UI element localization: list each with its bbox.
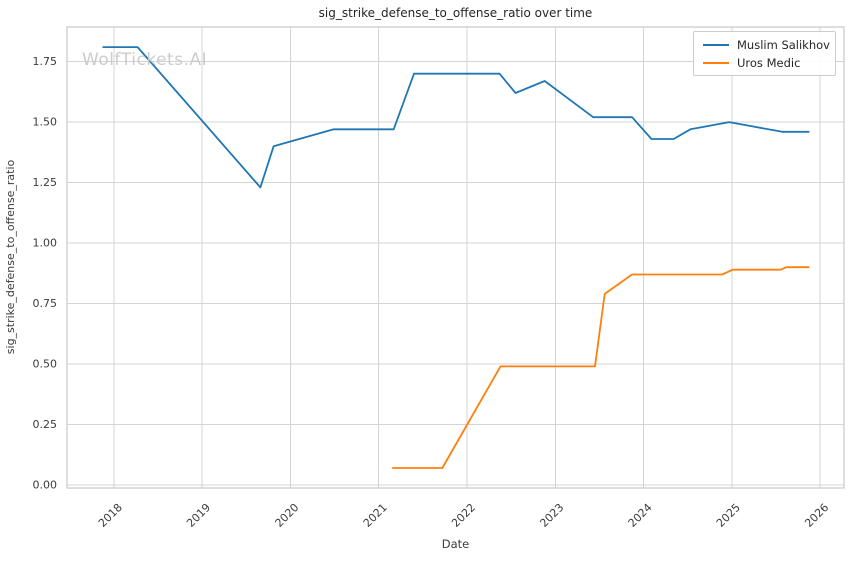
x-tick-label: 2020: [273, 501, 302, 530]
x-tick-label: 2025: [714, 501, 743, 530]
x-tick-label: 2021: [361, 501, 390, 530]
legend-line-swatch: [703, 43, 729, 46]
y-tick-label: 1.25: [33, 176, 58, 189]
x-axis-label: Date: [441, 537, 470, 551]
legend: Muslim Salikhov Uros Medic: [693, 31, 836, 76]
series-layer: [102, 46, 810, 469]
x-tick-label: 2018: [96, 501, 125, 530]
y-tick-label: 0.50: [33, 358, 58, 371]
y-tick-label: 1.75: [33, 55, 58, 68]
x-tick-label: 2023: [537, 501, 566, 530]
legend-item: Muslim Salikhov: [703, 37, 830, 52]
x-tick-label: 2019: [184, 501, 213, 530]
legend-line-swatch: [703, 61, 729, 64]
legend-label: Uros Medic: [737, 55, 801, 70]
x-tick-label: 2022: [449, 501, 478, 530]
y-tick-label: 0.25: [33, 418, 58, 431]
x-tick-label: 2024: [626, 501, 655, 530]
chart-title: sig_strike_defense_to_offense_ratio over…: [318, 6, 593, 20]
y-tick-label: 0.00: [33, 478, 58, 491]
plot-border: [66, 26, 845, 489]
y-tick-label: 1.00: [33, 237, 58, 250]
legend-item: Uros Medic: [703, 55, 826, 70]
y-tick-label: 1.50: [33, 116, 58, 129]
series-line-uros-medic: [391, 266, 810, 469]
legend-label: Muslim Salikhov: [737, 37, 830, 52]
y-tick-label: 0.75: [33, 297, 58, 310]
series-line-muslim-salikhov: [102, 46, 810, 189]
tick-labels-layer: 0.00 0.25 0.50 0.75 1.00 1.25 1.50 1.75 2018 2019…: [33, 55, 832, 530]
x-tick-label: 2026: [802, 501, 831, 530]
grid-layer: [67, 27, 844, 488]
y-axis-label: sig_strike_defense_to_offense_ratio: [4, 160, 17, 355]
